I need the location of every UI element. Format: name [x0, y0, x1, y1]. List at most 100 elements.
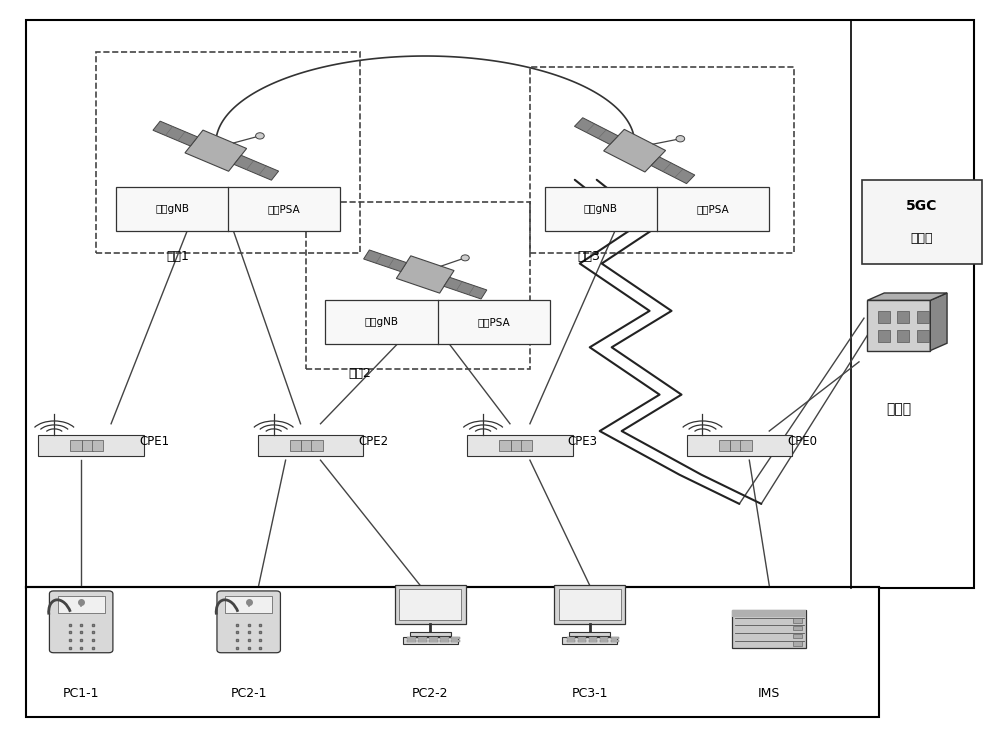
Polygon shape: [234, 155, 279, 181]
FancyBboxPatch shape: [793, 618, 802, 623]
FancyBboxPatch shape: [867, 300, 930, 351]
Text: PC2-1: PC2-1: [230, 687, 267, 700]
Text: 卫星3: 卫星3: [578, 251, 601, 263]
Text: PC2-2: PC2-2: [412, 687, 448, 700]
FancyBboxPatch shape: [589, 637, 597, 639]
FancyBboxPatch shape: [225, 596, 272, 613]
FancyBboxPatch shape: [917, 311, 929, 324]
FancyBboxPatch shape: [740, 441, 752, 451]
FancyBboxPatch shape: [325, 300, 550, 344]
FancyBboxPatch shape: [418, 637, 427, 639]
Polygon shape: [185, 130, 247, 171]
FancyBboxPatch shape: [687, 436, 792, 456]
FancyBboxPatch shape: [732, 610, 806, 648]
FancyBboxPatch shape: [258, 436, 363, 456]
Polygon shape: [364, 250, 406, 272]
Circle shape: [461, 255, 469, 261]
FancyBboxPatch shape: [92, 441, 103, 451]
FancyBboxPatch shape: [440, 637, 449, 639]
FancyBboxPatch shape: [511, 441, 522, 451]
FancyBboxPatch shape: [719, 441, 730, 451]
Polygon shape: [604, 129, 666, 172]
Polygon shape: [574, 118, 618, 145]
FancyBboxPatch shape: [451, 640, 460, 643]
FancyBboxPatch shape: [499, 441, 511, 451]
Text: CPE3: CPE3: [568, 436, 598, 448]
Polygon shape: [396, 256, 454, 293]
FancyBboxPatch shape: [290, 441, 301, 451]
FancyBboxPatch shape: [440, 640, 449, 643]
FancyBboxPatch shape: [569, 632, 610, 636]
Polygon shape: [867, 293, 947, 300]
Circle shape: [256, 133, 264, 139]
FancyBboxPatch shape: [451, 637, 460, 639]
Text: 5GC: 5GC: [906, 200, 938, 213]
FancyBboxPatch shape: [878, 311, 890, 324]
FancyBboxPatch shape: [26, 587, 879, 716]
Text: IMS: IMS: [758, 687, 780, 700]
FancyBboxPatch shape: [301, 441, 313, 451]
FancyBboxPatch shape: [917, 330, 929, 342]
FancyBboxPatch shape: [311, 441, 323, 451]
FancyBboxPatch shape: [897, 311, 909, 324]
Text: 星载gNB: 星载gNB: [365, 317, 399, 327]
FancyBboxPatch shape: [730, 441, 742, 451]
Text: CPE1: CPE1: [139, 436, 169, 448]
FancyBboxPatch shape: [611, 640, 619, 643]
FancyBboxPatch shape: [600, 640, 608, 643]
FancyBboxPatch shape: [878, 330, 890, 342]
FancyBboxPatch shape: [418, 640, 427, 643]
Text: CPE0: CPE0: [787, 436, 817, 448]
FancyBboxPatch shape: [467, 436, 573, 456]
FancyBboxPatch shape: [395, 586, 466, 624]
FancyBboxPatch shape: [545, 187, 769, 231]
FancyBboxPatch shape: [58, 596, 105, 613]
FancyBboxPatch shape: [611, 637, 619, 639]
FancyBboxPatch shape: [567, 637, 575, 639]
FancyBboxPatch shape: [217, 591, 280, 653]
FancyBboxPatch shape: [38, 436, 144, 456]
Text: 控制面: 控制面: [911, 232, 933, 245]
Text: 信关站: 信关站: [886, 402, 911, 416]
Text: PC3-1: PC3-1: [572, 687, 608, 700]
Circle shape: [676, 135, 685, 142]
Text: PC1-1: PC1-1: [63, 687, 99, 700]
FancyBboxPatch shape: [578, 640, 586, 643]
Text: 星载PSA: 星载PSA: [268, 204, 301, 214]
FancyBboxPatch shape: [407, 637, 416, 639]
Text: 星载gNB: 星载gNB: [584, 204, 618, 214]
FancyBboxPatch shape: [429, 637, 438, 639]
FancyBboxPatch shape: [410, 632, 451, 636]
FancyBboxPatch shape: [578, 637, 586, 639]
FancyBboxPatch shape: [862, 180, 982, 264]
FancyBboxPatch shape: [559, 588, 621, 621]
FancyBboxPatch shape: [70, 441, 82, 451]
FancyBboxPatch shape: [49, 591, 113, 653]
FancyBboxPatch shape: [429, 640, 438, 643]
Polygon shape: [930, 293, 947, 351]
FancyBboxPatch shape: [793, 634, 802, 638]
FancyBboxPatch shape: [567, 640, 575, 643]
FancyBboxPatch shape: [116, 187, 340, 231]
FancyBboxPatch shape: [897, 330, 909, 342]
FancyBboxPatch shape: [26, 20, 974, 588]
FancyBboxPatch shape: [407, 640, 416, 643]
Polygon shape: [651, 157, 695, 183]
Text: 卫星1: 卫星1: [166, 251, 189, 263]
FancyBboxPatch shape: [793, 626, 802, 630]
FancyBboxPatch shape: [732, 610, 806, 617]
FancyBboxPatch shape: [554, 586, 625, 624]
Text: 星载gNB: 星载gNB: [155, 204, 189, 214]
FancyBboxPatch shape: [600, 637, 608, 639]
Text: 星载PSA: 星载PSA: [477, 317, 510, 327]
Polygon shape: [444, 277, 487, 299]
Text: 卫星2: 卫星2: [348, 367, 371, 380]
FancyBboxPatch shape: [521, 441, 532, 451]
Text: 星载PSA: 星载PSA: [697, 204, 730, 214]
FancyBboxPatch shape: [589, 640, 597, 643]
Text: CPE2: CPE2: [358, 436, 389, 448]
Polygon shape: [153, 121, 198, 146]
FancyBboxPatch shape: [399, 588, 461, 621]
FancyBboxPatch shape: [793, 641, 802, 645]
FancyBboxPatch shape: [82, 441, 93, 451]
